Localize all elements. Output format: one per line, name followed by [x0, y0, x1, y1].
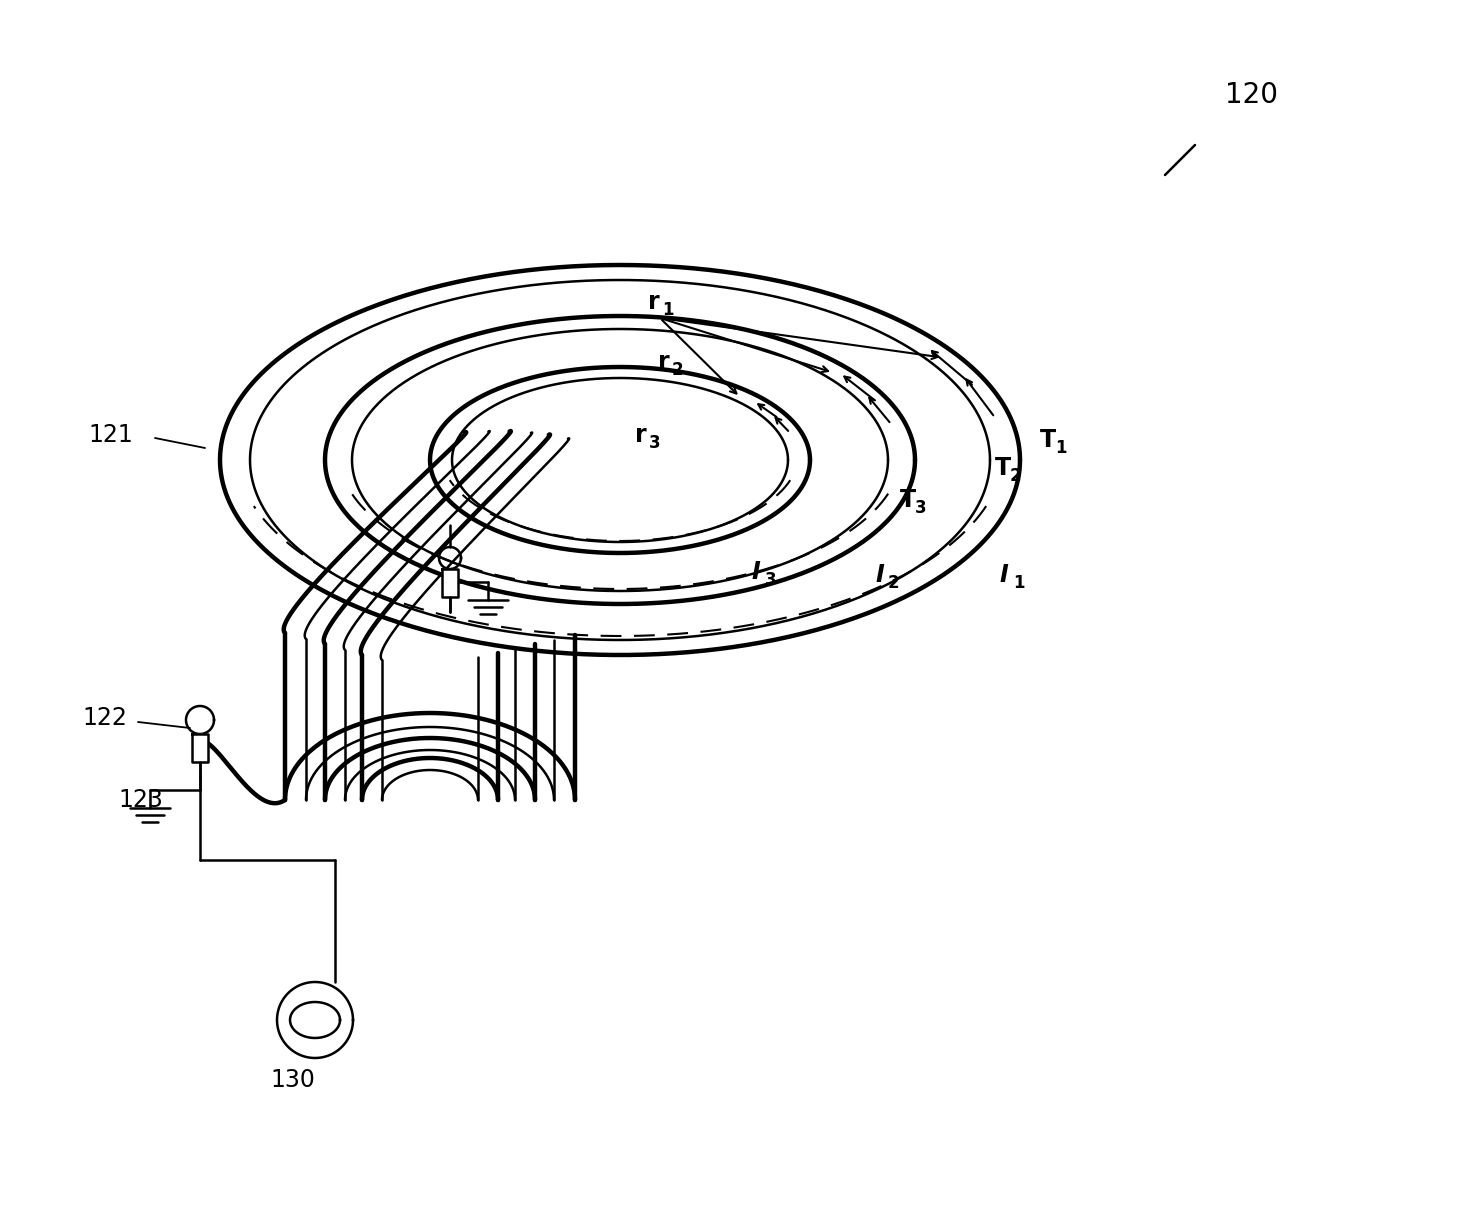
Polygon shape	[352, 329, 888, 591]
Text: 3: 3	[765, 571, 777, 589]
Text: 2: 2	[1010, 467, 1022, 485]
Polygon shape	[251, 280, 990, 640]
Polygon shape	[430, 367, 811, 553]
Text: 122: 122	[82, 706, 128, 730]
Text: 2: 2	[888, 574, 900, 591]
Text: r: r	[648, 290, 660, 314]
Text: T: T	[1039, 428, 1056, 452]
Polygon shape	[443, 569, 457, 598]
Polygon shape	[192, 734, 208, 762]
Polygon shape	[220, 265, 1020, 655]
Text: 3: 3	[915, 499, 927, 517]
Text: 121: 121	[88, 423, 133, 447]
Text: I: I	[1000, 563, 1009, 587]
Text: 1: 1	[663, 301, 673, 319]
Text: 1: 1	[1056, 439, 1066, 456]
Text: 2: 2	[671, 361, 683, 379]
Text: 1: 1	[1013, 574, 1025, 591]
Text: T: T	[900, 488, 916, 512]
Text: I: I	[875, 563, 884, 587]
Text: 3: 3	[649, 434, 661, 452]
Text: T: T	[995, 456, 1012, 480]
Text: 120: 120	[1226, 81, 1278, 109]
Text: I: I	[752, 560, 761, 584]
Polygon shape	[325, 317, 915, 604]
Text: 130: 130	[270, 1067, 315, 1092]
Text: r: r	[635, 423, 647, 447]
Text: r: r	[658, 350, 670, 374]
Polygon shape	[452, 378, 789, 542]
Text: 123: 123	[117, 788, 163, 812]
